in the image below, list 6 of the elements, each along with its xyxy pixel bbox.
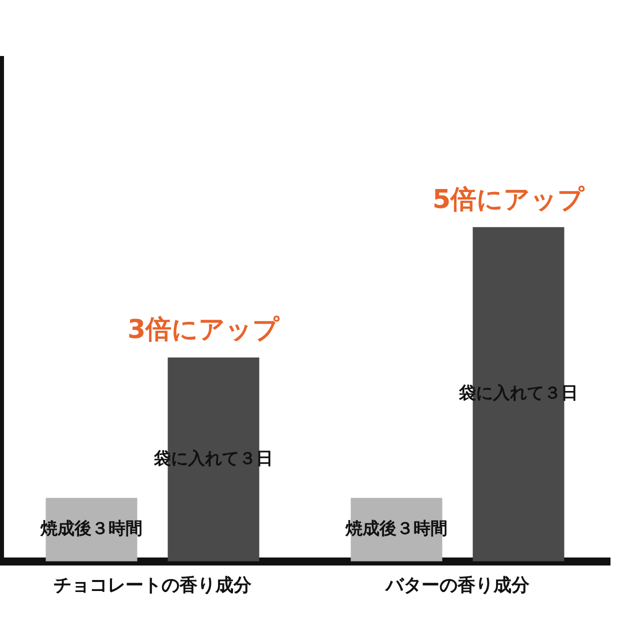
series-label: 焼成後３時間 xyxy=(40,519,142,540)
x-tick-label: チョコレートの香り成分 xyxy=(54,574,252,596)
text: 焼成後３時間 xyxy=(346,519,448,540)
text: 5倍にアップ xyxy=(432,184,586,215)
annotation: 3倍にアップ xyxy=(127,315,281,346)
x-tick-label: バターの香り成分 xyxy=(384,574,530,596)
